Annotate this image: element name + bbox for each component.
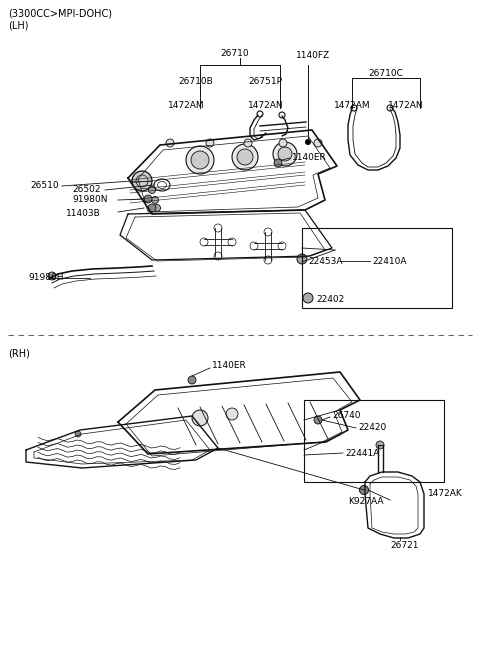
Circle shape (279, 139, 287, 147)
Text: (3300CC>MPI-DOHC): (3300CC>MPI-DOHC) (8, 9, 112, 19)
Text: 91980H: 91980H (28, 274, 63, 282)
Text: 26710B: 26710B (178, 77, 213, 86)
Text: 26721: 26721 (390, 540, 419, 550)
Circle shape (144, 195, 152, 203)
Bar (304, 400, 444, 482)
Circle shape (152, 196, 158, 204)
Text: 1472AN: 1472AN (388, 102, 424, 111)
Text: K927AA: K927AA (348, 498, 384, 506)
Circle shape (360, 485, 369, 495)
Text: 22420: 22420 (358, 424, 386, 432)
Ellipse shape (154, 179, 170, 191)
Text: 26710C: 26710C (368, 69, 403, 79)
Circle shape (278, 147, 292, 161)
Circle shape (244, 139, 252, 147)
Text: 1472AM: 1472AM (168, 102, 204, 111)
Circle shape (154, 204, 160, 212)
Circle shape (376, 441, 384, 449)
Circle shape (148, 187, 156, 193)
Circle shape (186, 146, 214, 174)
Bar (302, 228, 452, 308)
Text: 22453A: 22453A (308, 257, 343, 265)
Text: (RH): (RH) (8, 348, 30, 358)
Circle shape (303, 293, 313, 303)
Text: 22441A: 22441A (345, 449, 379, 457)
Circle shape (314, 139, 322, 147)
Circle shape (274, 159, 282, 167)
Text: 1140ER: 1140ER (292, 153, 327, 162)
Circle shape (206, 139, 214, 147)
Circle shape (226, 408, 238, 420)
Circle shape (273, 142, 297, 166)
Text: 26502: 26502 (72, 185, 100, 195)
Circle shape (188, 376, 196, 384)
Text: 91980N: 91980N (72, 195, 108, 204)
Text: 1140FZ: 1140FZ (296, 50, 330, 60)
Text: 22402: 22402 (316, 295, 344, 305)
Circle shape (305, 140, 311, 145)
Circle shape (191, 151, 209, 169)
Text: (LH): (LH) (8, 21, 28, 31)
Circle shape (192, 410, 208, 426)
Circle shape (237, 149, 253, 165)
Text: 26510: 26510 (30, 181, 59, 191)
Text: 1472AK: 1472AK (428, 489, 463, 498)
Text: 22410A: 22410A (372, 257, 407, 265)
Text: 1472AN: 1472AN (248, 102, 284, 111)
Circle shape (148, 204, 156, 212)
Circle shape (297, 254, 307, 264)
Text: 1472AM: 1472AM (334, 102, 371, 111)
Circle shape (314, 416, 322, 424)
Circle shape (75, 431, 81, 437)
Text: 26751P: 26751P (248, 77, 282, 86)
Circle shape (232, 144, 258, 170)
Text: 1140ER: 1140ER (212, 362, 247, 371)
Circle shape (166, 139, 174, 147)
Circle shape (48, 272, 56, 280)
Text: 11403B: 11403B (66, 208, 101, 217)
Text: 26710: 26710 (220, 50, 249, 58)
Circle shape (132, 171, 152, 191)
Text: 26740: 26740 (332, 411, 360, 421)
Ellipse shape (157, 181, 167, 189)
